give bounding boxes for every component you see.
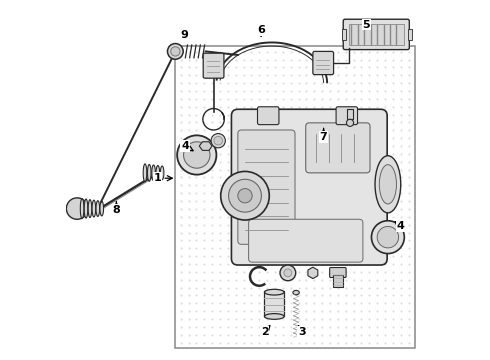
Text: 2: 2 [261,326,270,337]
Ellipse shape [143,164,147,182]
FancyBboxPatch shape [203,53,224,78]
FancyBboxPatch shape [343,19,409,50]
Bar [265,291,284,316]
Bar [348,24,404,45]
Circle shape [371,221,404,253]
Ellipse shape [147,165,151,181]
Text: 4: 4 [395,221,404,231]
FancyBboxPatch shape [313,51,334,75]
Text: 8: 8 [113,202,120,215]
Circle shape [238,189,252,203]
FancyBboxPatch shape [306,123,370,173]
Circle shape [228,179,262,212]
Circle shape [184,142,210,168]
FancyBboxPatch shape [231,109,387,265]
Text: 1: 1 [153,173,172,183]
Text: 6: 6 [257,25,265,36]
Ellipse shape [379,165,396,204]
Circle shape [214,136,222,145]
FancyBboxPatch shape [258,107,279,125]
Ellipse shape [265,289,284,295]
Circle shape [284,269,292,277]
Polygon shape [199,142,212,150]
Circle shape [168,44,183,59]
Ellipse shape [92,200,96,217]
Ellipse shape [88,200,92,217]
Ellipse shape [375,156,401,213]
Ellipse shape [152,165,155,181]
FancyBboxPatch shape [248,219,363,262]
Text: 3: 3 [298,325,306,337]
Ellipse shape [265,314,284,319]
Bar [175,46,415,348]
Text: 5: 5 [363,19,370,30]
Text: 9: 9 [180,30,188,40]
Ellipse shape [293,291,299,295]
Bar [333,275,343,287]
FancyBboxPatch shape [336,107,358,125]
Ellipse shape [160,166,164,180]
Circle shape [377,226,398,248]
Circle shape [346,119,354,126]
Bar [408,29,412,40]
Circle shape [177,135,217,175]
Text: 7: 7 [319,129,327,142]
Circle shape [211,134,225,148]
Ellipse shape [100,201,103,216]
Ellipse shape [84,199,88,218]
Ellipse shape [96,201,99,216]
Circle shape [171,47,180,56]
Polygon shape [308,267,318,279]
Circle shape [66,198,88,219]
Circle shape [280,265,296,281]
FancyBboxPatch shape [238,130,295,244]
Ellipse shape [80,199,84,219]
Ellipse shape [156,166,160,180]
FancyBboxPatch shape [330,267,346,278]
Bar [342,29,346,40]
Circle shape [220,171,270,220]
Text: 4: 4 [181,141,193,151]
Bar [347,109,353,119]
